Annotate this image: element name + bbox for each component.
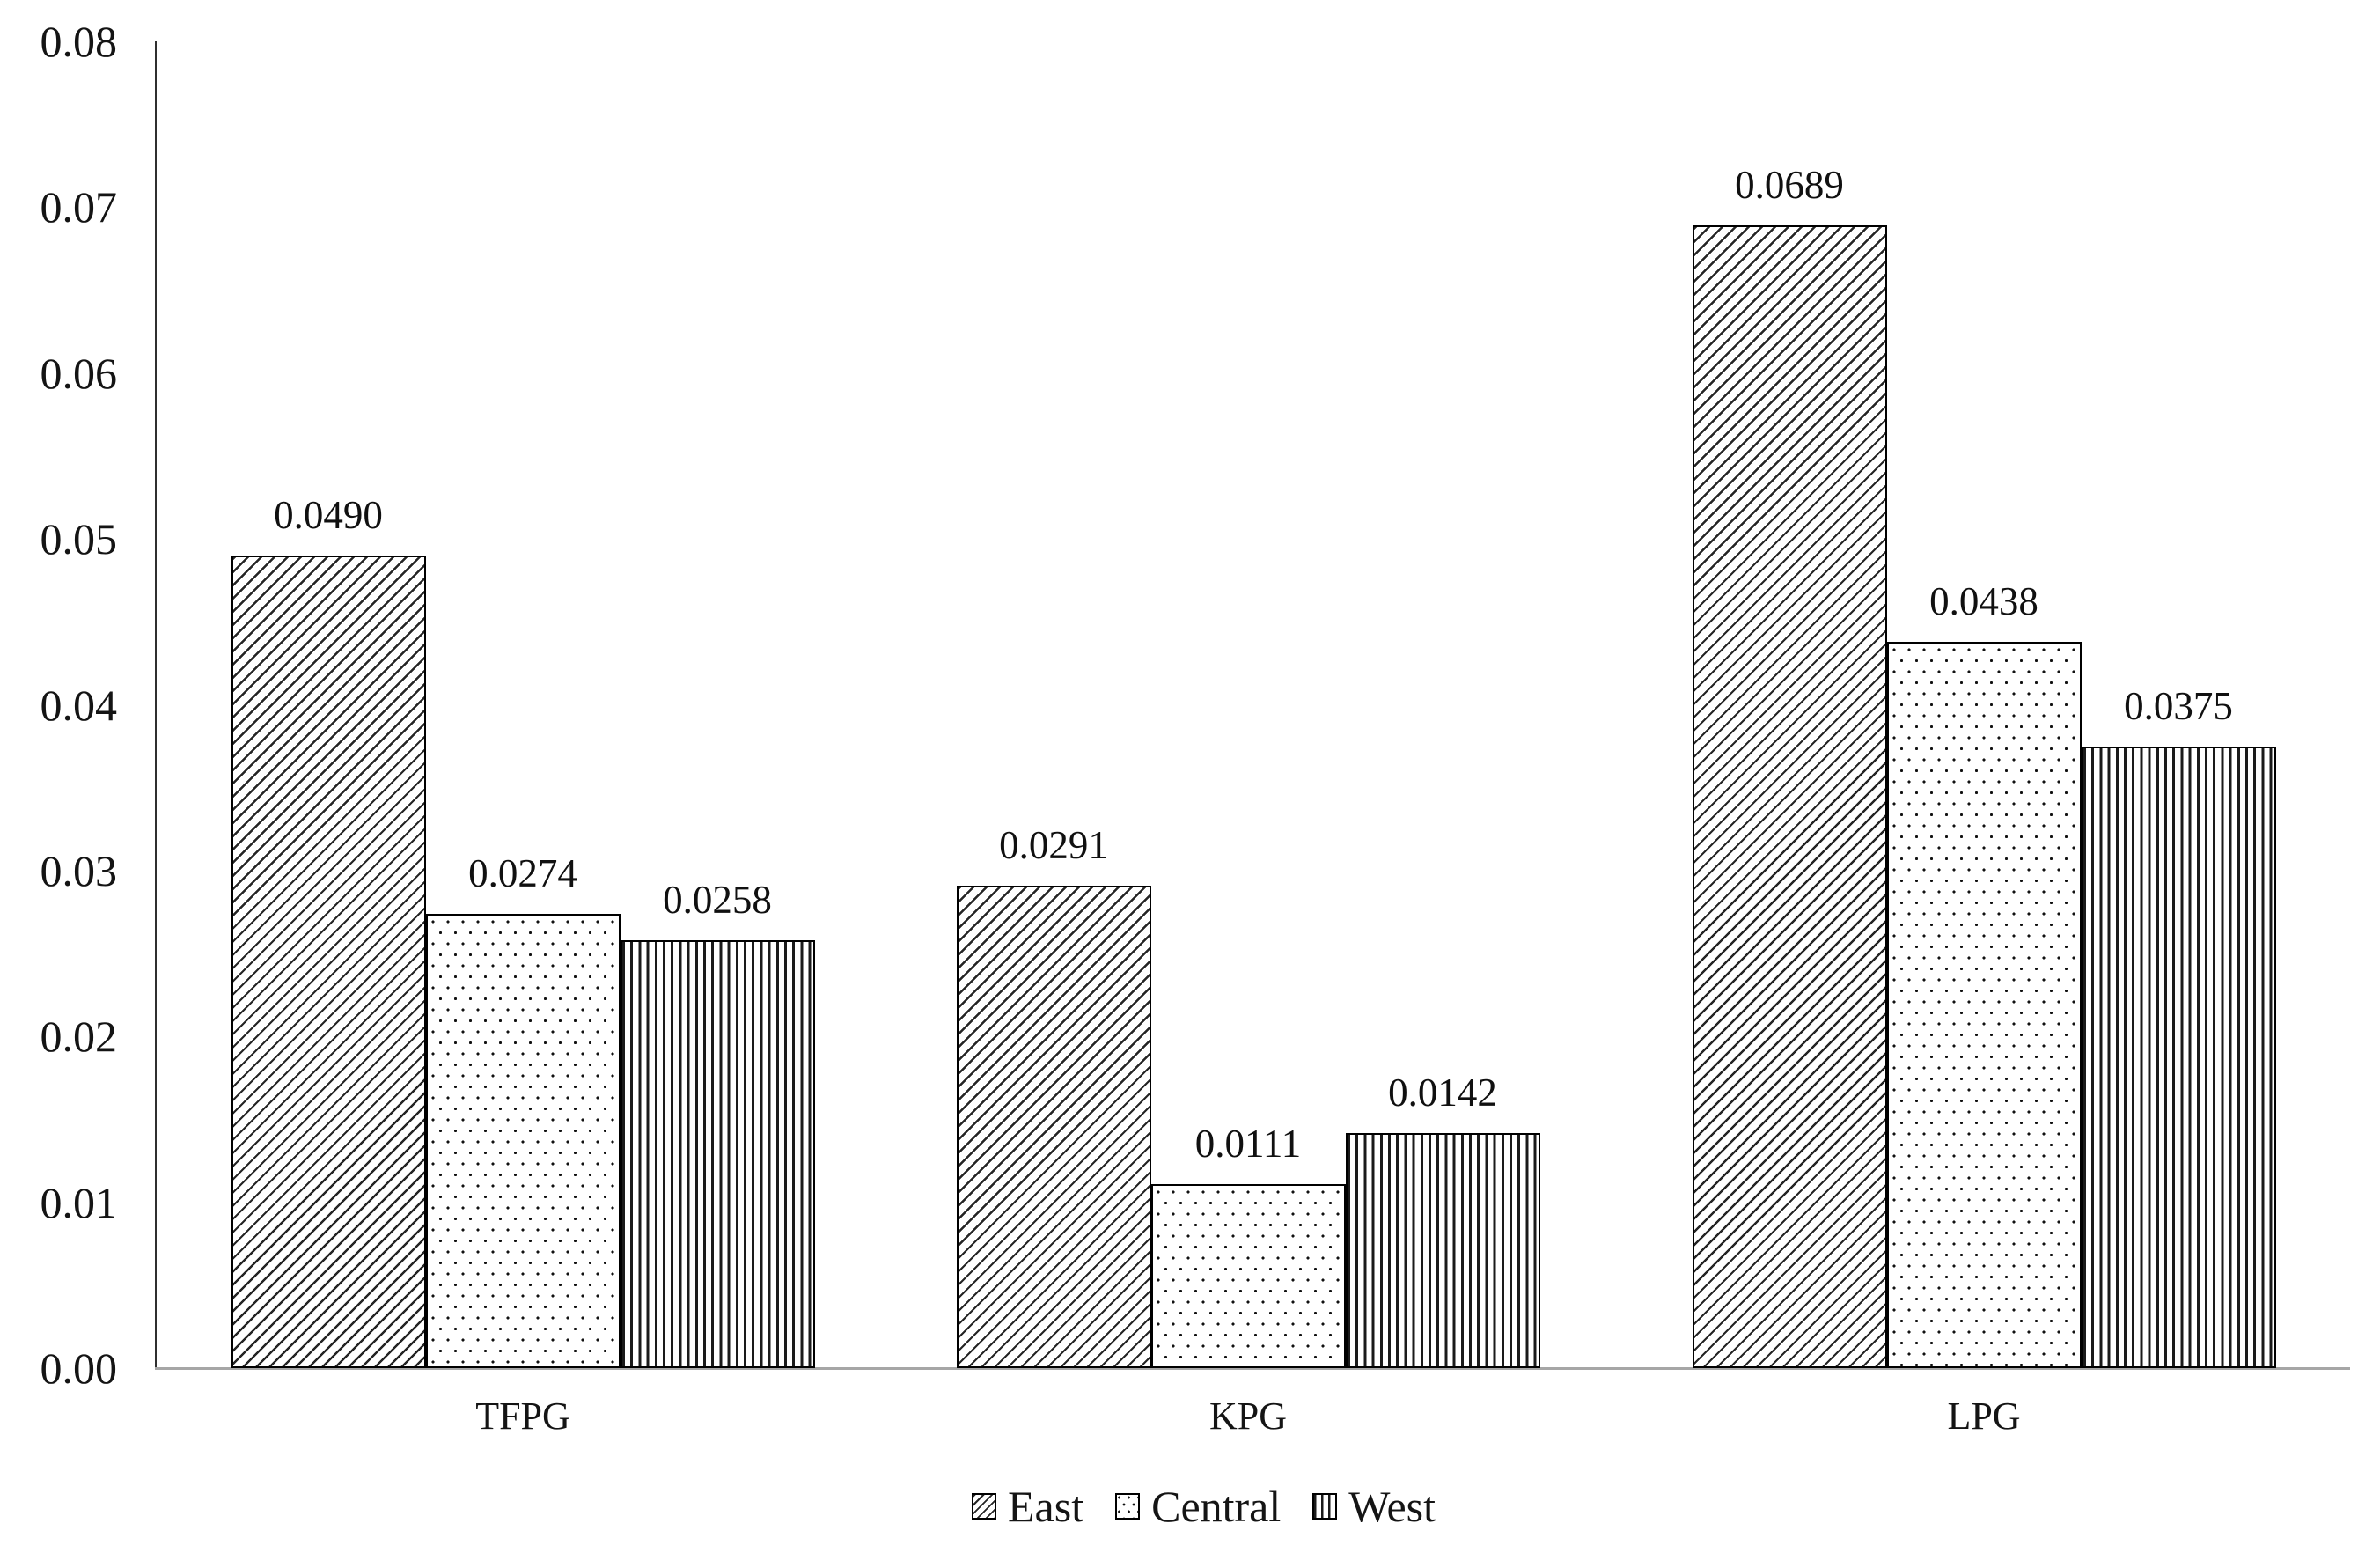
y-axis-tick-label: 0.05 [40, 514, 118, 564]
category-label-tfpg: TFPG [475, 1395, 570, 1438]
bar-value-label: 0.0438 [1929, 578, 2038, 623]
y-axis-line [155, 41, 157, 1368]
bar-east-tfpg [231, 555, 426, 1368]
y-axis-tick-label: 0.07 [40, 182, 118, 232]
bar-east-kpg [956, 885, 1151, 1368]
legend-item-west: West [1312, 1481, 1436, 1532]
legend-item-central: Central [1115, 1481, 1281, 1532]
category-label-lpg: LPG [1947, 1395, 2021, 1438]
y-axis-tick-label: 0.04 [40, 680, 118, 730]
bar-central-lpg [1886, 641, 2082, 1368]
bar-value-label: 0.0274 [468, 850, 577, 895]
y-axis-tick-label: 0.00 [40, 1343, 118, 1393]
y-axis-tick-label: 0.03 [40, 845, 118, 895]
legend-label: West [1348, 1482, 1436, 1531]
bar-value-label: 0.0142 [1388, 1070, 1497, 1115]
legend-swatch-west-pattern-icon [1312, 1493, 1338, 1520]
bar-value-label: 0.0291 [999, 822, 1108, 867]
bar-west-kpg [1345, 1132, 1540, 1368]
bar-west-tfpg [620, 939, 815, 1368]
bar-central-tfpg [425, 913, 621, 1368]
bar-west-lpg [2081, 746, 2276, 1368]
y-axis-tick-label: 0.02 [40, 1012, 118, 1062]
legend-item-east: East [972, 1481, 1083, 1532]
bar-value-label: 0.0375 [2124, 683, 2233, 728]
bar-central-kpg [1150, 1183, 1346, 1368]
bar-value-label: 0.0490 [274, 492, 383, 537]
legend-label: East [1008, 1482, 1084, 1531]
legend-label: Central [1151, 1482, 1282, 1531]
legend-swatch-east-pattern-icon [972, 1493, 996, 1520]
y-axis-tick-label: 0.01 [40, 1177, 118, 1227]
bar-value-label: 0.0689 [1735, 163, 1844, 208]
x-axis-line [155, 1367, 2350, 1370]
category-label-kpg: KPG [1208, 1395, 1288, 1438]
y-axis-tick-label: 0.08 [40, 17, 118, 66]
legend-swatch-central-pattern-icon [1115, 1493, 1141, 1520]
bar-value-label: 0.0111 [1194, 1121, 1302, 1166]
bar-value-label: 0.0258 [663, 877, 772, 922]
legend: East Central West [972, 1481, 1436, 1532]
bar-east-lpg [1692, 225, 1887, 1368]
y-axis-tick-label: 0.06 [40, 348, 118, 398]
